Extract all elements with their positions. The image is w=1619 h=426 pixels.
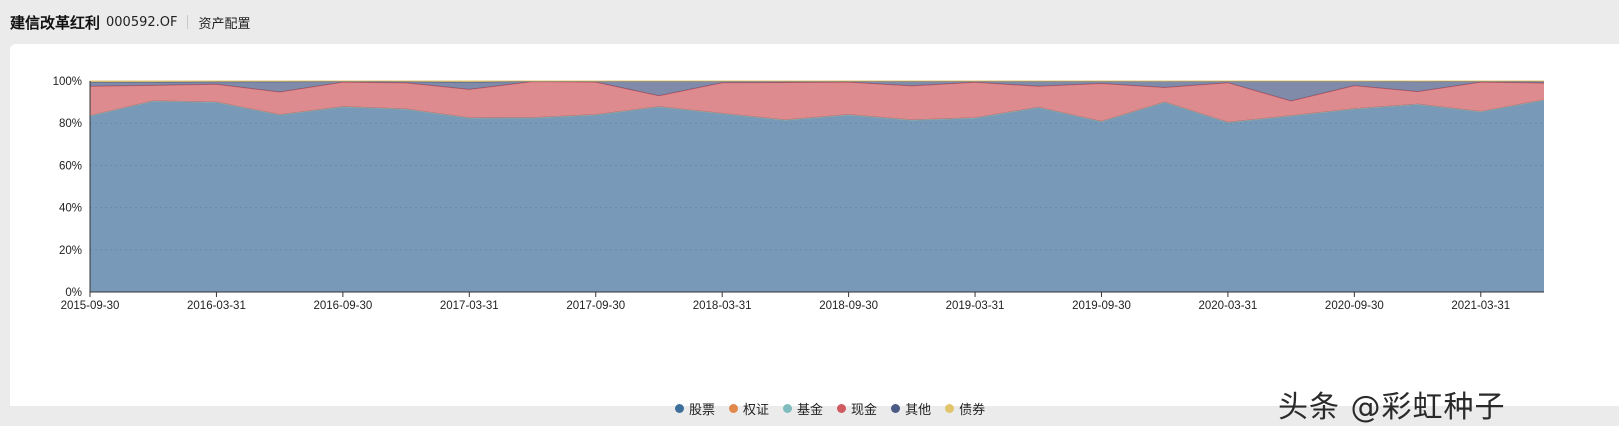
fund-code: 000592.OF xyxy=(106,14,178,30)
legend-marker-icon xyxy=(729,404,739,413)
chart-card: 0% 20% 40% 60% 80% 100% 2015-09-30 2016-03-31 20… xyxy=(10,44,1619,425)
legend-marker-icon xyxy=(783,404,793,413)
x-tick-label: 2018-09-30 xyxy=(819,300,878,312)
area-series-layer xyxy=(89,80,1545,292)
x-tick-label: 2020-09-30 xyxy=(1325,300,1384,312)
area-股票 xyxy=(90,100,1544,292)
header-divider xyxy=(187,15,189,29)
legend-label: 其他 xyxy=(905,403,932,418)
legend-marker-icon xyxy=(675,404,684,413)
x-tick-label: 2018-03-31 xyxy=(693,300,752,312)
section-title: 资产配置 xyxy=(198,16,251,32)
x-tick-label: 2017-03-31 xyxy=(440,300,499,312)
legend-marker-icon xyxy=(945,404,955,413)
chart-legend: 股票 权证 基金 现金 其他 债券 xyxy=(675,399,985,418)
x-tick-label: 2017-09-30 xyxy=(566,300,625,312)
legend-label: 权证 xyxy=(743,403,770,418)
y-tick-label: 100% xyxy=(53,76,82,88)
x-tick-label: 2019-09-30 xyxy=(1072,300,1131,312)
x-tick-label: 2016-09-30 xyxy=(313,300,372,312)
legend-marker-icon xyxy=(891,404,901,413)
legend-label: 现金 xyxy=(851,403,878,418)
legend-label: 债券 xyxy=(959,403,986,418)
legend-item[interactable]: 现金 xyxy=(837,399,877,418)
x-tick-label: 2016-03-31 xyxy=(187,300,246,312)
x-tick-label: 2021-03-31 xyxy=(1451,300,1510,312)
legend-item[interactable]: 债券 xyxy=(945,399,985,418)
legend-item[interactable]: 股票 xyxy=(675,399,715,418)
x-tick-label: 2019-03-31 xyxy=(946,300,1005,312)
asset-allocation-chart: 0% 20% 40% 60% 80% 100% 2015-09-30 2016-03-31 20… xyxy=(53,76,1545,312)
legend-item[interactable]: 权证 xyxy=(729,399,769,418)
y-tick-label: 60% xyxy=(59,160,82,172)
fund-name: 建信改革红利 xyxy=(10,13,101,32)
legend-item[interactable]: 其他 xyxy=(891,399,931,418)
legend-marker-icon xyxy=(837,404,847,413)
y-tick-label: 20% xyxy=(59,245,82,257)
axes: 0% 20% 40% 60% 80% 100% 2015-09-30 2016-03-31 20… xyxy=(53,76,1544,312)
legend-label: 基金 xyxy=(797,403,824,418)
area-现金 xyxy=(90,81,1544,123)
area-其他 xyxy=(90,81,1544,101)
y-tick-label: 80% xyxy=(59,118,82,130)
x-tick-label: 2020-03-31 xyxy=(1198,300,1257,312)
y-tick-label: 0% xyxy=(65,287,82,299)
y-tick-label: 40% xyxy=(59,203,82,215)
watermark: 头条 @彩虹种子 xyxy=(1278,390,1506,425)
legend-item[interactable]: 基金 xyxy=(783,399,823,418)
x-tick-label: 2015-09-30 xyxy=(61,300,120,312)
legend-label: 股票 xyxy=(689,403,716,418)
chart-header: 建信改革红利 000592.OF 资产配置 xyxy=(0,0,1619,44)
